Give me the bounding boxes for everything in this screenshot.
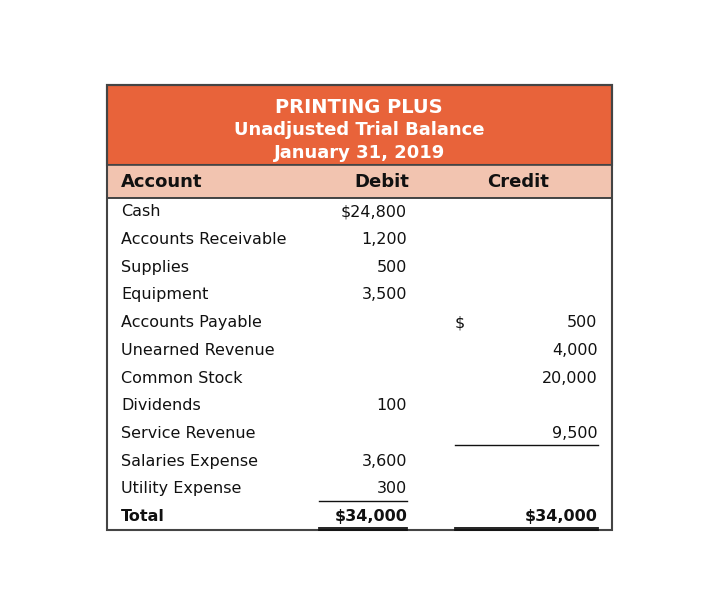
Text: 3,600: 3,600 bbox=[362, 454, 407, 469]
Text: 500: 500 bbox=[567, 315, 597, 330]
Text: 20,000: 20,000 bbox=[542, 370, 597, 385]
Text: Cash: Cash bbox=[121, 204, 161, 219]
Text: Service Revenue: Service Revenue bbox=[121, 426, 255, 441]
Text: 300: 300 bbox=[377, 481, 407, 496]
Text: Accounts Receivable: Accounts Receivable bbox=[121, 232, 287, 247]
Bar bbox=[107, 198, 611, 530]
Text: Credit: Credit bbox=[487, 172, 549, 191]
Text: Debit: Debit bbox=[355, 172, 409, 191]
Bar bbox=[107, 85, 611, 166]
Text: 3,500: 3,500 bbox=[362, 287, 407, 302]
Text: 1,200: 1,200 bbox=[362, 232, 407, 247]
Text: PRINTING PLUS: PRINTING PLUS bbox=[275, 98, 443, 117]
Text: Utility Expense: Utility Expense bbox=[121, 481, 241, 496]
Text: Equipment: Equipment bbox=[121, 287, 208, 302]
Text: Total: Total bbox=[121, 509, 165, 524]
Text: $34,000: $34,000 bbox=[525, 509, 597, 524]
Text: $: $ bbox=[455, 315, 465, 330]
Text: 4,000: 4,000 bbox=[552, 343, 597, 357]
Text: 9,500: 9,500 bbox=[552, 426, 597, 441]
Text: Dividends: Dividends bbox=[121, 398, 200, 414]
Bar bbox=[107, 166, 611, 198]
Text: Supplies: Supplies bbox=[121, 259, 189, 275]
Text: Common Stock: Common Stock bbox=[121, 370, 243, 385]
Text: 500: 500 bbox=[377, 259, 407, 275]
Text: $34,000: $34,000 bbox=[334, 509, 407, 524]
Text: Unadjusted Trial Balance: Unadjusted Trial Balance bbox=[234, 121, 484, 139]
Text: Accounts Payable: Accounts Payable bbox=[121, 315, 262, 330]
Text: Salaries Expense: Salaries Expense bbox=[121, 454, 258, 469]
Text: $24,800: $24,800 bbox=[341, 204, 407, 219]
Text: January 31, 2019: January 31, 2019 bbox=[273, 144, 445, 161]
Text: Account: Account bbox=[121, 172, 203, 191]
Text: Unearned Revenue: Unearned Revenue bbox=[121, 343, 275, 357]
Text: 100: 100 bbox=[376, 398, 407, 414]
